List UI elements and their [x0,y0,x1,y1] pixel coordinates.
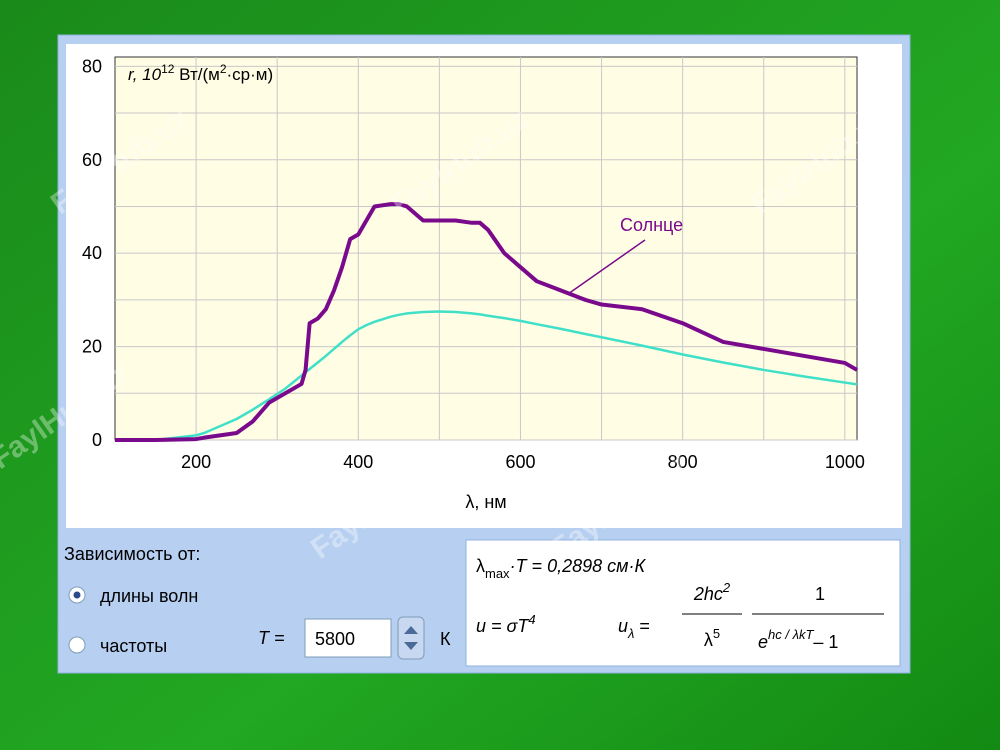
chart: 200 400 600 800 1000 0 20 40 60 80 [82,56,865,472]
label-part: 2 [220,62,227,76]
formula-part: λ [476,556,485,576]
x-tick-label: 400 [343,452,373,472]
x-tick-label: 800 [668,452,698,472]
radio-label: частоты [100,636,167,656]
planck-numerator-2: 1 [815,584,825,604]
x-tick-label: 1000 [825,452,865,472]
formula-part: 2 [722,580,731,595]
x-tick-label: 200 [181,452,211,472]
formula-part: 2hc [693,584,723,604]
planck-denominator: λ5 [704,626,720,650]
label-part: 12 [161,62,175,76]
radio-dot [73,591,81,599]
temperature-input[interactable] [304,618,392,658]
planck-denominator-2: ehc / λkT– 1 [758,627,838,652]
formula-part: hc / λkT [768,627,814,642]
stefan-formula: u = σT4 [476,612,536,636]
y-axis-label: r, 1012 Вт/(м2·ср·м) [128,62,273,84]
formula-box [465,539,901,667]
formula-part: 4 [528,612,535,627]
formula-part: e [758,632,768,652]
y-tick-label: 40 [82,243,102,263]
series-line [115,202,858,442]
spinner[interactable] [397,616,425,660]
series-line [115,310,858,442]
annotation-pointer [567,239,646,295]
y-tick-label: 60 [82,150,102,170]
planck-numerator: 2hc2 [693,580,731,604]
controls-title: Зависимость от: [64,544,200,564]
temperature-value: 5800 [315,629,355,649]
radio-label: длины волн [100,586,198,606]
label-part: Вт/(м [174,65,219,84]
radio-group: длины волн частоты [68,586,198,656]
y-tick-label: 80 [82,56,102,76]
spinner-arrows [404,626,418,650]
planck-lhs: uλ = [618,616,650,641]
x-tick-label: 600 [505,452,535,472]
y-tick-label: 20 [82,337,102,357]
formula-part: – 1 [813,632,838,652]
formula-part: λ [704,630,713,650]
wien-formula: λmax·T = 0,2898 см·К [476,556,646,581]
radio-button[interactable] [68,636,86,654]
formula-part: λ [627,626,634,641]
x-axis-label: λ, нм [465,492,506,512]
label-part: r, 10 [128,65,162,84]
formula-part: = [634,616,650,636]
annotation: Солнце [620,215,683,235]
temperature-unit: К [440,629,451,649]
y-tick-label: 0 [92,430,102,450]
formula-part: ·T = 0,2898 см·К [510,556,647,576]
formula-part: max [485,566,510,581]
temperature-symbol: T = [258,628,285,648]
formula-part: u [618,616,628,636]
label-part: ·ср·м) [227,65,274,84]
formula-part: u = σT [476,616,530,636]
formula-part: 5 [713,626,720,641]
plot-area [114,56,858,441]
